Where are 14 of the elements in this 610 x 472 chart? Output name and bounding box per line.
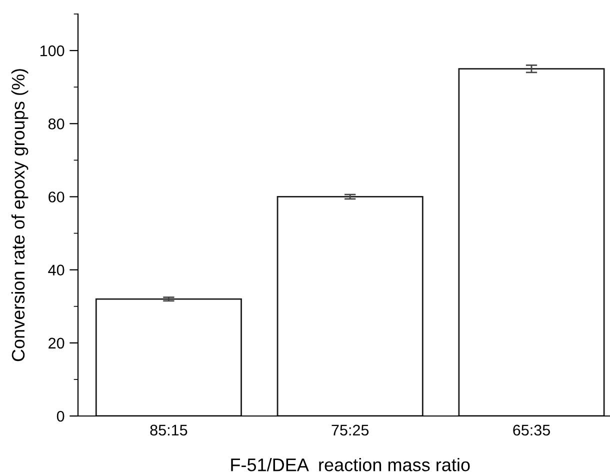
y-tick-label: 0 [56,410,64,422]
y-tick-label: 60 [48,192,64,202]
x-axis-title: F-51/DEA reaction mass ratio [231,458,470,472]
y-axis-title: Conversion rate of epoxy groups (%) [11,69,28,362]
x-tick-label: 65:35 [513,424,550,436]
y-tick-label: 100 [40,45,64,56]
y-tick-label: 80 [48,118,64,130]
y-tick-label: 20 [48,338,64,349]
bar [95,298,242,416]
bar [458,68,605,416]
x-tick-label: 85:15 [150,424,188,436]
bar [276,196,424,416]
x-tick-label: 75:25 [332,424,369,436]
y-tick-label: 40 [48,264,64,276]
